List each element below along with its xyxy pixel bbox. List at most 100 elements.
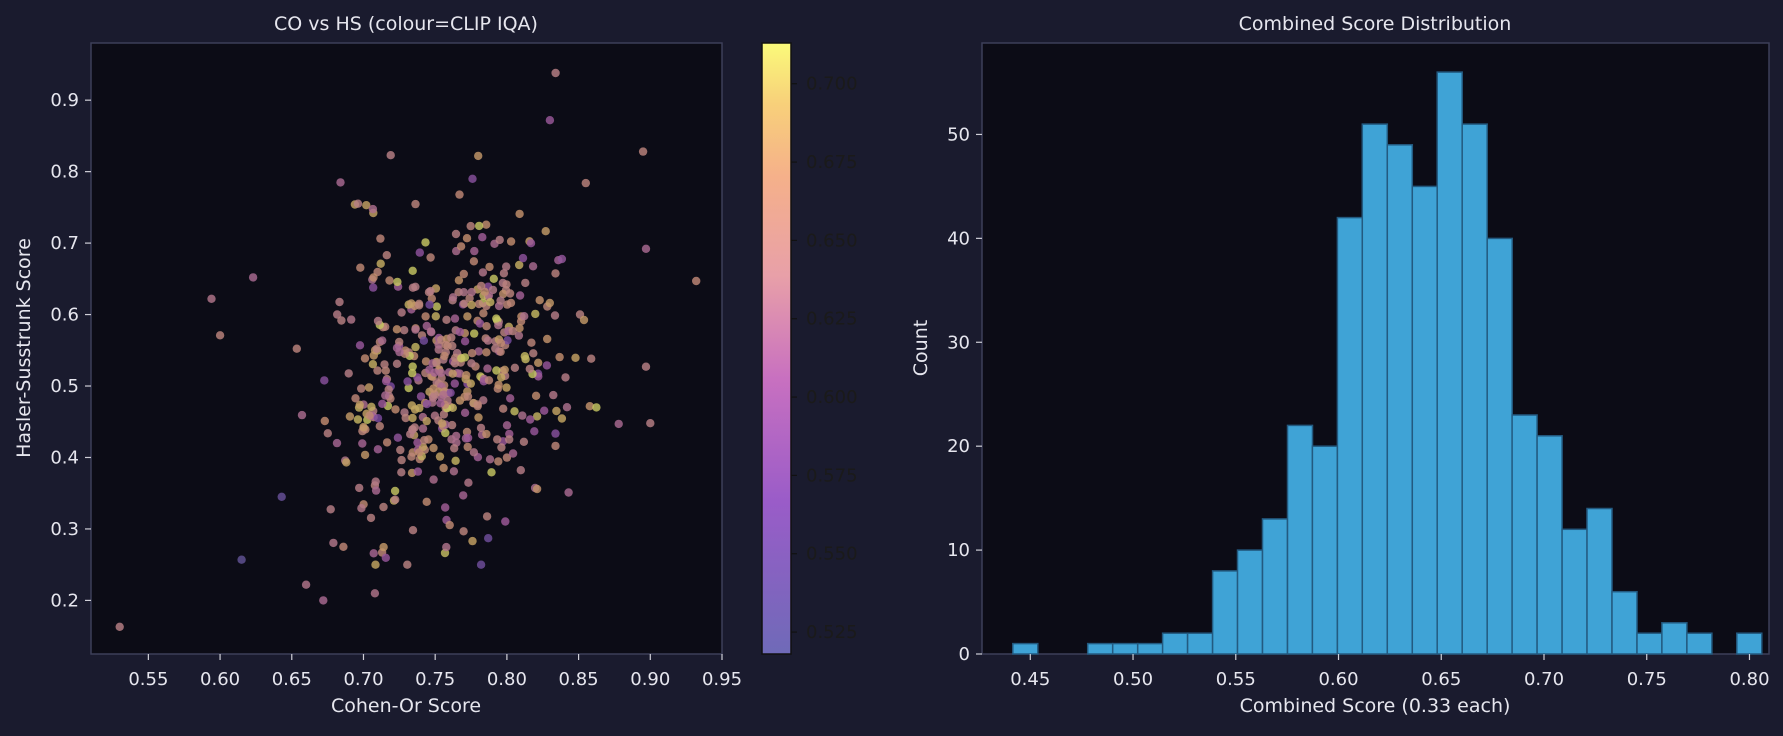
y-tick-label: 0.4: [50, 447, 79, 468]
scatter-point: [339, 542, 348, 551]
colorbar-gradient: [761, 42, 792, 655]
scatter-point: [467, 300, 476, 310]
scatter-point: [464, 478, 473, 487]
y-tick-label: 0.5: [50, 376, 79, 397]
colorbar-tick-label: 0.700: [806, 74, 858, 95]
scatter-point: [459, 527, 468, 536]
histogram-bar: [1012, 642, 1039, 655]
scatter-point: [408, 362, 417, 371]
scatter-point: [530, 427, 539, 436]
scatter-point: [248, 273, 258, 282]
scatter-point: [462, 234, 472, 243]
scatter-point: [441, 503, 450, 512]
scatter-point: [386, 151, 395, 160]
scatter-point: [372, 344, 381, 353]
scatter-point: [521, 278, 530, 288]
histogram-chart: 0.45 0.50 0.55 0.60 0.65 0.70 0.75 0.80 0 10 20 30…: [910, 13, 1770, 717]
scatter-point: [378, 336, 387, 345]
scatter-point: [393, 277, 402, 287]
histogram-bar: [1536, 435, 1563, 655]
scatter-point: [457, 354, 466, 363]
scatter-point: [403, 377, 412, 386]
x-tick-label: 0.55: [128, 669, 168, 690]
scatter-x-label: Cohen-Or Score: [331, 695, 481, 717]
scatter-point: [482, 348, 491, 357]
scatter-point: [484, 534, 493, 543]
y-tick-label: 0.3: [50, 519, 79, 540]
scatter-point: [381, 553, 390, 562]
scatter-point: [369, 283, 378, 292]
scatter-point: [414, 301, 424, 310]
scatter-point: [332, 438, 342, 448]
scatter-point: [380, 360, 389, 369]
scatter-point: [518, 411, 527, 420]
scatter-point: [342, 458, 351, 467]
scatter-point: [468, 174, 477, 183]
scatter-point: [366, 513, 376, 523]
scatter-point: [462, 371, 471, 380]
scatter-point: [319, 596, 328, 605]
scatter-y-label: Hasler-Susstrunk Score: [13, 238, 35, 458]
scatter-point: [344, 369, 353, 378]
scatter-point: [497, 373, 506, 382]
scatter-point: [520, 312, 529, 321]
scatter-point: [506, 237, 516, 246]
scatter-point: [436, 368, 446, 377]
scatter-point: [454, 276, 464, 285]
scatter-point: [467, 287, 476, 297]
scatter-point: [526, 415, 535, 424]
histogram-bar: [1361, 123, 1389, 655]
scatter-point: [447, 333, 456, 342]
histogram-bar: [1111, 642, 1139, 655]
histogram-bar: [1311, 445, 1339, 655]
x-tick-label: 0.75: [415, 669, 455, 690]
x-tick-label: 0.95: [702, 669, 742, 690]
histogram-x-ticks: 0.45 0.50 0.55 0.60 0.65 0.70 0.75 0.80: [1010, 654, 1770, 690]
scatter-point: [401, 413, 410, 423]
scatter-point: [442, 542, 451, 552]
scatter-point: [551, 269, 560, 278]
scatter-point: [381, 366, 390, 375]
x-tick-label: 0.70: [1524, 669, 1564, 690]
scatter-point: [515, 291, 525, 300]
scatter-point: [392, 343, 402, 353]
scatter-point: [479, 309, 488, 318]
histogram-bar: [1686, 632, 1713, 655]
scatter-point: [571, 353, 580, 362]
scatter-point: [407, 452, 416, 461]
scatter-point: [505, 435, 514, 444]
scatter-point: [439, 390, 448, 399]
scatter-point: [422, 497, 431, 506]
scatter-point: [360, 354, 370, 363]
scatter-point: [355, 341, 365, 350]
scatter-points: [115, 68, 701, 631]
scatter-point: [215, 331, 225, 340]
x-tick-label: 0.65: [272, 669, 312, 690]
scatter-point: [497, 443, 506, 452]
scatter-point: [364, 383, 374, 392]
scatter-point: [503, 336, 512, 345]
scatter-point: [357, 384, 366, 393]
scatter-point: [495, 235, 504, 245]
colorbar-tick-label: 0.600: [806, 387, 858, 408]
scatter-point: [482, 512, 492, 521]
x-tick-label: 0.70: [343, 669, 383, 690]
histogram-bar: [1336, 216, 1364, 655]
scatter-point: [470, 246, 479, 256]
scatter-point: [400, 326, 409, 335]
scatter-point: [448, 293, 458, 302]
scatter-point: [403, 560, 412, 569]
scatter-point: [429, 384, 438, 393]
scatter-point: [463, 392, 473, 401]
scatter-point: [439, 463, 448, 473]
scatter-point: [555, 352, 564, 362]
scatter-point: [373, 445, 383, 454]
colorbar-tick-label: 0.625: [806, 309, 858, 330]
scatter-point: [441, 428, 450, 438]
scatter-point: [411, 282, 420, 291]
scatter-point: [426, 253, 435, 262]
scatter-point: [429, 443, 438, 453]
scatter-point: [502, 262, 511, 271]
scatter-point: [376, 259, 385, 268]
scatter-point: [493, 435, 502, 444]
